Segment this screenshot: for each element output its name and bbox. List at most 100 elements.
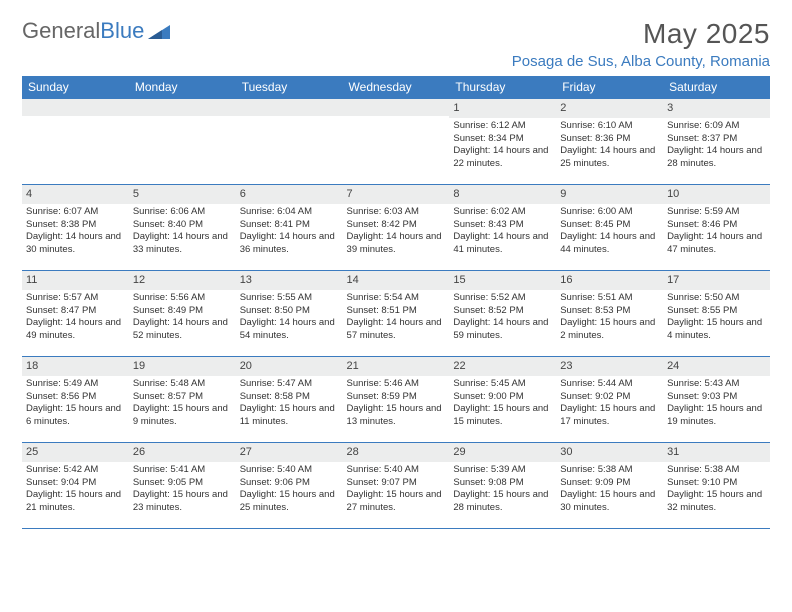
sunrise-text: Sunrise: 6:00 AM <box>560 206 659 219</box>
sunset-text: Sunset: 8:52 PM <box>453 305 552 318</box>
day-number: 21 <box>343 357 450 376</box>
day-details: Sunrise: 6:00 AMSunset: 8:45 PMDaylight:… <box>556 204 663 261</box>
sunset-text: Sunset: 9:04 PM <box>26 477 125 490</box>
month-title: May 2025 <box>512 18 770 50</box>
calendar-week: 18 Sunrise: 5:49 AMSunset: 8:56 PM Dayligh… <box>22 357 770 443</box>
day-details: Sunrise: 6:04 AMSunset: 8:41 PMDaylight:… <box>236 204 343 261</box>
calendar-day-cell: 31Sunrise: 5:38 AMSunset: 9:10 PMDayligh… <box>663 443 770 529</box>
day-details: Sunrise: 5:47 AMSunset: 8:58 PMDaylight:… <box>236 376 343 433</box>
sunset-text: Sunset: 9:06 PM <box>240 477 339 490</box>
calendar-day-cell: 30Sunrise: 5:38 AMSunset: 9:09 PMDayligh… <box>556 443 663 529</box>
daylight-text: Daylight: 15 hours and 9 minutes. <box>133 403 232 429</box>
sunrise-text: Sunrise: 5:40 AM <box>240 464 339 477</box>
header-right: May 2025 Posaga de Sus, Alba County, Rom… <box>512 18 770 70</box>
day-details: Sunrise: 5:42 AMSunset: 9:04 PMDaylight:… <box>22 462 129 519</box>
daylight-text: Daylight: 14 hours and 54 minutes. <box>240 317 339 343</box>
calendar-day-cell: 11Sunrise: 5:57 AMSunset: 8:47 PMDayligh… <box>22 271 129 357</box>
calendar-day-cell: 17Sunrise: 5:50 AMSunset: 8:55 PMDayligh… <box>663 271 770 357</box>
sunrise-text: Sunrise: 5:48 AM <box>133 378 232 391</box>
sunset-text: Sunset: 8:40 PM <box>133 219 232 232</box>
sunrise-text: Sunrise: 5:43 AM <box>667 378 766 391</box>
day-number: 18 <box>22 357 129 376</box>
calendar-day-cell: 5Sunrise: 6:06 AMSunset: 8:40 PMDaylight… <box>129 185 236 271</box>
sunrise-text: Sunrise: 6:12 AM <box>453 120 552 133</box>
sunset-text: Sunset: 8:56 PM <box>26 391 125 404</box>
daylight-text: Daylight: 14 hours and 57 minutes. <box>347 317 446 343</box>
sunrise-text: Sunrise: 6:09 AM <box>667 120 766 133</box>
sunset-text: Sunset: 8:37 PM <box>667 133 766 146</box>
sunrise-text: Sunrise: 5:44 AM <box>560 378 659 391</box>
day-number: 20 <box>236 357 343 376</box>
calendar-day-cell <box>129 99 236 185</box>
calendar-head: SundayMondayTuesdayWednesdayThursdayFrid… <box>22 76 770 99</box>
sunrise-text: Sunrise: 5:56 AM <box>133 292 232 305</box>
sunset-text: Sunset: 8:36 PM <box>560 133 659 146</box>
calendar-day-cell: 1Sunrise: 6:12 AMSunset: 8:34 PMDaylight… <box>449 99 556 185</box>
daylight-text: Daylight: 14 hours and 30 minutes. <box>26 231 125 257</box>
sunrise-text: Sunrise: 5:41 AM <box>133 464 232 477</box>
calendar-day-cell: 8Sunrise: 6:02 AMSunset: 8:43 PMDaylight… <box>449 185 556 271</box>
sunset-text: Sunset: 8:45 PM <box>560 219 659 232</box>
day-details: Sunrise: 5:45 AMSunset: 9:00 PMDaylight:… <box>449 376 556 433</box>
sunrise-text: Sunrise: 6:07 AM <box>26 206 125 219</box>
weekday-header: Monday <box>129 76 236 99</box>
weekday-row: SundayMondayTuesdayWednesdayThursdayFrid… <box>22 76 770 99</box>
day-details: Sunrise: 6:02 AMSunset: 8:43 PMDaylight:… <box>449 204 556 261</box>
sunrise-text: Sunrise: 5:39 AM <box>453 464 552 477</box>
daylight-text: Daylight: 14 hours and 28 minutes. <box>667 145 766 171</box>
calendar-day-cell: 6Sunrise: 6:04 AMSunset: 8:41 PMDaylight… <box>236 185 343 271</box>
sunrise-text: Sunrise: 5:57 AM <box>26 292 125 305</box>
calendar-day-cell: 28Sunrise: 5:40 AMSunset: 9:07 PMDayligh… <box>343 443 450 529</box>
day-number: 11 <box>22 271 129 290</box>
day-number: 8 <box>449 185 556 204</box>
sunrise-text: Sunrise: 5:52 AM <box>453 292 552 305</box>
day-details: Sunrise: 5:46 AMSunset: 8:59 PMDaylight:… <box>343 376 450 433</box>
day-details: Sunrise: 5:56 AMSunset: 8:49 PMDaylight:… <box>129 290 236 347</box>
daylight-text: Daylight: 14 hours and 44 minutes. <box>560 231 659 257</box>
daylight-text: Daylight: 15 hours and 23 minutes. <box>133 489 232 515</box>
day-details: Sunrise: 5:38 AMSunset: 9:10 PMDaylight:… <box>663 462 770 519</box>
day-number: 17 <box>663 271 770 290</box>
daylight-text: Daylight: 14 hours and 22 minutes. <box>453 145 552 171</box>
day-details: Sunrise: 5:43 AMSunset: 9:03 PMDaylight:… <box>663 376 770 433</box>
sunset-text: Sunset: 9:10 PM <box>667 477 766 490</box>
daylight-text: Daylight: 15 hours and 32 minutes. <box>667 489 766 515</box>
day-number <box>129 99 236 116</box>
day-number: 13 <box>236 271 343 290</box>
sunrise-text: Sunrise: 5:55 AM <box>240 292 339 305</box>
sunset-text: Sunset: 9:00 PM <box>453 391 552 404</box>
daylight-text: Daylight: 15 hours and 17 minutes. <box>560 403 659 429</box>
daylight-text: Daylight: 15 hours and 30 minutes. <box>560 489 659 515</box>
day-number: 28 <box>343 443 450 462</box>
day-number: 25 <box>22 443 129 462</box>
sunset-text: Sunset: 8:57 PM <box>133 391 232 404</box>
sunrise-text: Sunrise: 5:49 AM <box>26 378 125 391</box>
calendar-day-cell: 12Sunrise: 5:56 AMSunset: 8:49 PMDayligh… <box>129 271 236 357</box>
calendar-day-cell: 7Sunrise: 6:03 AMSunset: 8:42 PMDaylight… <box>343 185 450 271</box>
sunset-text: Sunset: 9:08 PM <box>453 477 552 490</box>
calendar-week: 1Sunrise: 6:12 AMSunset: 8:34 PMDaylight… <box>22 99 770 185</box>
daylight-text: Daylight: 15 hours and 2 minutes. <box>560 317 659 343</box>
day-number: 26 <box>129 443 236 462</box>
day-number: 9 <box>556 185 663 204</box>
day-number: 31 <box>663 443 770 462</box>
sunset-text: Sunset: 8:59 PM <box>347 391 446 404</box>
calendar-day-cell: 3Sunrise: 6:09 AMSunset: 8:37 PMDaylight… <box>663 99 770 185</box>
sunset-text: Sunset: 8:51 PM <box>347 305 446 318</box>
sunset-text: Sunset: 8:53 PM <box>560 305 659 318</box>
sunrise-text: Sunrise: 5:42 AM <box>26 464 125 477</box>
day-number: 15 <box>449 271 556 290</box>
day-details: Sunrise: 5:50 AMSunset: 8:55 PMDaylight:… <box>663 290 770 347</box>
day-details: Sunrise: 6:07 AMSunset: 8:38 PMDaylight:… <box>22 204 129 261</box>
sunrise-text: Sunrise: 5:38 AM <box>667 464 766 477</box>
calendar-week: 4Sunrise: 6:07 AMSunset: 8:38 PMDaylight… <box>22 185 770 271</box>
day-number: 14 <box>343 271 450 290</box>
calendar-table: SundayMondayTuesdayWednesdayThursdayFrid… <box>22 76 770 529</box>
sunrise-text: Sunrise: 6:02 AM <box>453 206 552 219</box>
calendar-day-cell: 25Sunrise: 5:42 AMSunset: 9:04 PMDayligh… <box>22 443 129 529</box>
sunset-text: Sunset: 8:55 PM <box>667 305 766 318</box>
calendar-day-cell: 15Sunrise: 5:52 AMSunset: 8:52 PMDayligh… <box>449 271 556 357</box>
sunset-text: Sunset: 8:47 PM <box>26 305 125 318</box>
sunset-text: Sunset: 8:42 PM <box>347 219 446 232</box>
calendar-day-cell: 21Sunrise: 5:46 AMSunset: 8:59 PMDayligh… <box>343 357 450 443</box>
